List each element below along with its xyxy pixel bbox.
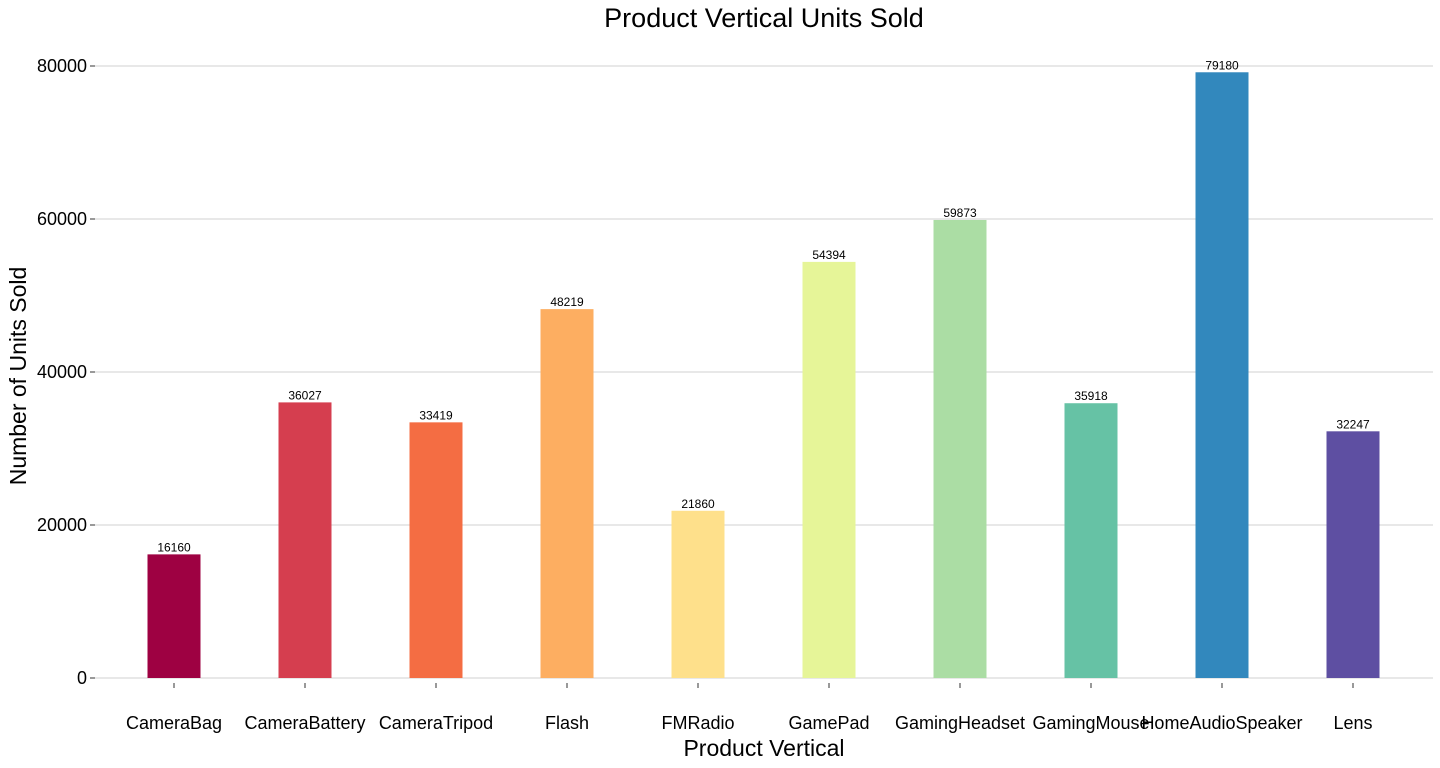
x-tick-label: Flash bbox=[545, 713, 589, 733]
bar bbox=[147, 554, 201, 678]
bar bbox=[802, 261, 856, 678]
bar bbox=[278, 402, 332, 678]
data-label: 33419 bbox=[419, 408, 453, 422]
x-tick-label: GamingHeadset bbox=[895, 713, 1025, 733]
x-axis: CameraBag CameraBattery CameraTripod Flash F… bbox=[126, 683, 1373, 733]
data-label: 59873 bbox=[943, 206, 977, 220]
data-label: 35918 bbox=[1074, 389, 1108, 403]
x-tick-label: Lens bbox=[1333, 713, 1372, 733]
bar bbox=[933, 219, 987, 678]
x-tick-label: CameraBag bbox=[126, 713, 222, 733]
x-tick-label: CameraBattery bbox=[244, 713, 365, 733]
x-tick-label: HomeAudioSpeaker bbox=[1141, 713, 1302, 733]
data-label: 21860 bbox=[681, 497, 715, 511]
x-tick-label: GamePad bbox=[788, 713, 869, 733]
bar bbox=[1326, 431, 1380, 678]
bar bbox=[1064, 403, 1118, 678]
y-tick-label: 0 bbox=[77, 668, 87, 688]
x-tick-label: GamingMouse bbox=[1032, 713, 1149, 733]
x-tick-label: FMRadio bbox=[661, 713, 734, 733]
bar bbox=[409, 422, 463, 678]
data-label: 36027 bbox=[288, 388, 322, 402]
x-axis-title: Product Vertical bbox=[683, 735, 844, 761]
bar bbox=[1195, 72, 1249, 678]
y-axis-title: Number of Units Sold bbox=[5, 267, 31, 486]
x-tick-label: CameraTripod bbox=[379, 713, 493, 733]
data-label: 54394 bbox=[812, 248, 846, 262]
data-label: 16160 bbox=[157, 540, 191, 554]
chart-title: Product Vertical Units Sold bbox=[604, 3, 924, 33]
y-tick-label: 40000 bbox=[37, 362, 87, 382]
y-tick-label: 80000 bbox=[37, 56, 87, 76]
y-tick-label: 60000 bbox=[37, 209, 87, 229]
bar bbox=[540, 309, 594, 678]
data-label: 79180 bbox=[1205, 58, 1239, 72]
y-axis: 0 20000 40000 60000 80000 bbox=[37, 56, 95, 688]
y-tick-label: 20000 bbox=[37, 515, 87, 535]
data-label: 48219 bbox=[550, 295, 584, 309]
bars: 16160 36027 33419 48219 21860 54394 59873 35918… bbox=[147, 58, 1380, 678]
data-label: 32247 bbox=[1336, 417, 1370, 431]
bar bbox=[671, 510, 725, 678]
